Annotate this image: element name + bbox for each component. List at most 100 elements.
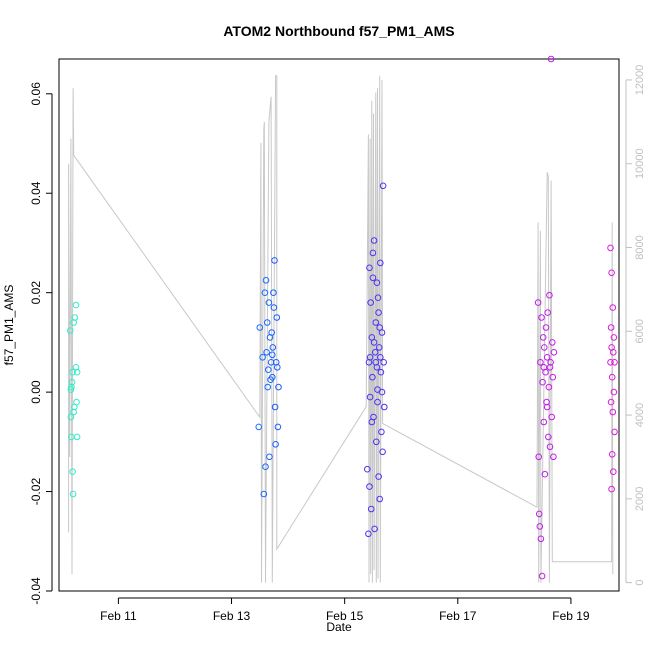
data-point xyxy=(375,309,382,316)
plot-frame xyxy=(58,58,620,592)
data-point xyxy=(70,408,77,416)
data-point xyxy=(534,299,542,306)
data-point xyxy=(609,408,617,416)
data-point xyxy=(267,359,275,366)
data-point xyxy=(544,309,552,316)
data-point xyxy=(68,378,76,386)
data-point xyxy=(610,334,618,341)
altitude-series xyxy=(68,75,614,583)
x-tick-label: Feb 17 xyxy=(439,609,477,623)
data-point xyxy=(255,423,263,431)
data-point xyxy=(272,441,279,448)
data-point xyxy=(545,383,553,391)
data-point xyxy=(539,378,546,386)
data-point xyxy=(609,304,617,311)
data-point xyxy=(608,451,616,458)
data-point xyxy=(607,398,615,406)
data-point xyxy=(69,490,77,498)
x-tick-label: Feb 15 xyxy=(326,609,364,623)
data-point xyxy=(369,249,377,257)
data-point xyxy=(377,354,384,361)
data-point xyxy=(372,319,380,326)
data-point xyxy=(545,433,552,441)
chart-title: ATOM2 Northbound f57_PM1_AMS xyxy=(223,23,454,39)
data-point xyxy=(269,344,277,351)
data-point xyxy=(365,530,372,538)
data-point xyxy=(274,423,282,431)
data-point xyxy=(69,468,76,476)
measurement-points xyxy=(67,55,618,580)
data-point xyxy=(265,299,273,306)
y-tick-label: 0.04 xyxy=(29,181,43,205)
data-point xyxy=(610,388,618,396)
data-point xyxy=(547,55,555,63)
data-point xyxy=(366,483,373,490)
y2-tick-label: 8000 xyxy=(634,235,646,259)
data-point xyxy=(367,299,375,306)
data-point xyxy=(367,505,375,513)
data-point xyxy=(273,314,281,321)
data-point xyxy=(549,339,556,346)
data-point xyxy=(546,364,554,371)
data-point xyxy=(377,368,385,376)
data-point xyxy=(262,277,270,284)
y2-tick-label: 4000 xyxy=(634,403,646,427)
data-point xyxy=(547,359,554,366)
data-point xyxy=(546,291,553,299)
data-point xyxy=(370,237,378,244)
data-point xyxy=(537,359,544,366)
data-point xyxy=(541,470,549,478)
data-point xyxy=(270,304,278,311)
data-point xyxy=(608,485,615,493)
y-axis-right: 0 2000 4000 6000 8000 10000 12000 xyxy=(625,65,646,586)
y2-tick-label: 0 xyxy=(634,580,646,586)
y-tick-label: 0.00 xyxy=(29,380,43,404)
data-point xyxy=(550,349,558,356)
y2-tick-label: 10000 xyxy=(634,148,646,179)
data-point xyxy=(374,398,381,406)
data-point xyxy=(263,319,271,326)
data-point xyxy=(608,269,615,277)
data-point xyxy=(541,344,548,351)
x-axis-label: Date xyxy=(326,620,352,634)
data-point xyxy=(535,510,543,518)
y2-tick-label: 2000 xyxy=(634,487,646,511)
data-point xyxy=(373,279,381,287)
data-point xyxy=(364,465,371,473)
data-point xyxy=(261,289,269,297)
data-point xyxy=(376,495,384,503)
data-point xyxy=(535,453,543,461)
data-point xyxy=(381,403,388,411)
data-point xyxy=(542,324,550,331)
data-point xyxy=(366,393,374,401)
data-point xyxy=(270,289,277,297)
data-point xyxy=(260,490,268,498)
data-point xyxy=(73,368,81,376)
data-point xyxy=(267,376,274,384)
data-point xyxy=(375,344,383,351)
data-point xyxy=(67,327,74,334)
data-point xyxy=(374,294,382,302)
x-tick-label: Feb 19 xyxy=(552,609,590,623)
data-point xyxy=(379,448,386,456)
data-point xyxy=(548,413,556,421)
y2-tick-label: 6000 xyxy=(634,319,646,343)
data-point xyxy=(607,324,615,331)
data-point xyxy=(538,314,545,321)
data-point xyxy=(72,301,80,309)
data-point xyxy=(368,418,376,426)
data-point xyxy=(73,433,81,441)
y-axis-label: f57_PM1_AMS xyxy=(2,285,16,366)
data-point xyxy=(275,383,282,391)
data-point xyxy=(371,525,378,533)
data-point xyxy=(378,388,386,396)
data-point xyxy=(379,182,387,190)
data-point xyxy=(262,463,269,471)
data-point xyxy=(67,413,75,421)
data-point xyxy=(543,398,550,406)
data-point xyxy=(256,324,264,331)
data-point xyxy=(271,403,279,411)
data-point xyxy=(373,438,380,446)
data-point xyxy=(550,453,557,461)
